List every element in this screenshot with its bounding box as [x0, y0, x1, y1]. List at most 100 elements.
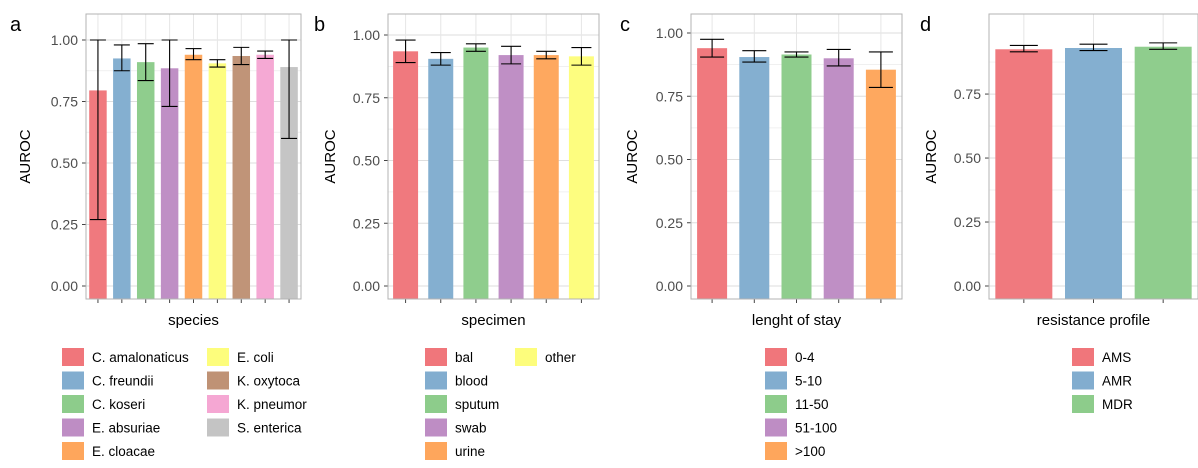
legend-key: [425, 348, 447, 366]
legend-key: [425, 442, 447, 460]
y-tick-label: 0.75: [656, 88, 683, 104]
y-tick-label: 0.50: [656, 152, 683, 168]
y-tick-label: 0.00: [51, 278, 78, 294]
y-tick-label: 0.50: [353, 153, 380, 169]
panel-border: [85, 13, 302, 300]
panel-label: a: [10, 14, 22, 36]
bar-other: [568, 56, 594, 300]
panel-a: a 0.00 0.25 0.50 0.75 1.00 species AUROC C. amal…: [10, 13, 307, 460]
bar-blood: [428, 58, 454, 299]
legend-key: [425, 418, 447, 437]
legend-label: swab: [455, 421, 487, 436]
error-bar: [430, 52, 451, 66]
legend-key: [765, 395, 787, 413]
legend-label: bal: [455, 350, 473, 365]
error-bar: [257, 50, 274, 60]
bar-amr: [1065, 48, 1122, 299]
legend-key: [207, 348, 229, 366]
legend-key: [62, 371, 84, 390]
error-bar: [209, 59, 226, 68]
error-bar: [161, 39, 178, 107]
bar-e-absuriae: [160, 68, 179, 299]
y-tick-label: 0.25: [954, 214, 981, 230]
legend-key: [425, 395, 447, 413]
legend-label: blood: [455, 374, 488, 389]
legend: AMS AMR MDR: [1072, 348, 1133, 413]
y-tick-label: 0.25: [51, 217, 78, 233]
error-bar: [281, 39, 298, 139]
y-tick-label: 0.50: [51, 155, 78, 171]
bar-5-10: [739, 57, 770, 299]
legend-label: E. coli: [237, 350, 274, 365]
y-tick-label: 1.00: [353, 27, 380, 43]
x-axis-title: specimen: [461, 312, 525, 329]
legend-label: MDR: [1102, 397, 1133, 412]
bar-c-koseri: [136, 62, 155, 299]
error-bar: [1149, 42, 1178, 50]
legend-key: [765, 442, 787, 460]
y-axis-title: AUROC: [923, 129, 940, 183]
bar-11-50: [781, 54, 812, 299]
bar-k-pneumor: [256, 54, 274, 300]
legend-key: [765, 418, 787, 437]
legend-key: [765, 348, 787, 366]
error-bar: [233, 46, 250, 66]
legend-label: urine: [455, 444, 485, 459]
x-axis-title: lenght of stay: [752, 312, 842, 329]
bar-urine: [533, 55, 559, 299]
error-bar: [700, 38, 725, 58]
legend-key: [515, 348, 537, 366]
legend-key: [765, 371, 787, 390]
bar-s-enterica: [280, 67, 298, 299]
legend-label: 5-10: [795, 374, 822, 389]
error-bar: [571, 46, 592, 66]
y-tick-label: 0.50: [954, 150, 981, 166]
panel-border: [387, 13, 600, 300]
legend-label: 0-4: [795, 350, 815, 365]
error-bar: [113, 44, 130, 72]
legend-key: [207, 371, 229, 390]
legend-label: AMR: [1102, 374, 1132, 389]
legend-label: other: [545, 350, 576, 365]
legend-key: [62, 348, 84, 366]
legend: 0-4 5-10 11-50 51-100 >100: [765, 348, 837, 460]
bar-ams: [995, 49, 1053, 299]
panel-b: b 0.00 0.25 0.50 0.75 1.00 specimen AUROC bal blo…: [314, 13, 600, 460]
y-tick-label: 1.00: [656, 25, 683, 41]
y-tick-label: 0.75: [353, 90, 380, 106]
legend-key: [1072, 371, 1094, 390]
x-axis-title: resistance profile: [1037, 312, 1150, 329]
legend-key: [207, 395, 229, 413]
legend-label: C. koseri: [92, 397, 145, 412]
legend-key: [425, 371, 447, 390]
bar-e-cloacae: [184, 54, 203, 300]
legend-key: [1072, 348, 1094, 366]
legend: bal blood sputum swab urine other: [425, 348, 576, 460]
y-tick-label: 0.00: [656, 278, 683, 294]
x-axis-title: species: [168, 312, 219, 329]
y-axis-title: AUROC: [322, 129, 339, 183]
y-tick-label: 0.25: [353, 215, 380, 231]
legend-label: AMS: [1102, 350, 1131, 365]
error-bar: [465, 43, 486, 52]
bar-e-coli: [208, 63, 227, 300]
bar-bal: [393, 51, 419, 299]
y-tick-label: 0.75: [51, 94, 78, 110]
legend-key: [207, 418, 229, 437]
error-bar: [826, 48, 851, 67]
legend-label: E. cloacae: [92, 444, 155, 459]
y-axis-title: AUROC: [17, 129, 34, 183]
bar-51-100: [823, 58, 854, 299]
legend-label: K. pneumor: [237, 397, 307, 412]
y-tick-label: 0.00: [954, 278, 981, 294]
y-axis-title: AUROC: [624, 129, 641, 183]
error-bar: [742, 50, 767, 63]
bar-mdr: [1134, 46, 1192, 299]
legend: C. amalonaticus C. freundii C. koseri E. ab…: [62, 348, 307, 460]
legend-label: >100: [795, 444, 825, 459]
bar-k-oxytoca: [232, 55, 251, 299]
legend-label: E. absuriae: [92, 421, 160, 436]
error-bar: [868, 51, 893, 88]
error-bar: [395, 39, 416, 64]
panel-label: d: [920, 14, 931, 36]
